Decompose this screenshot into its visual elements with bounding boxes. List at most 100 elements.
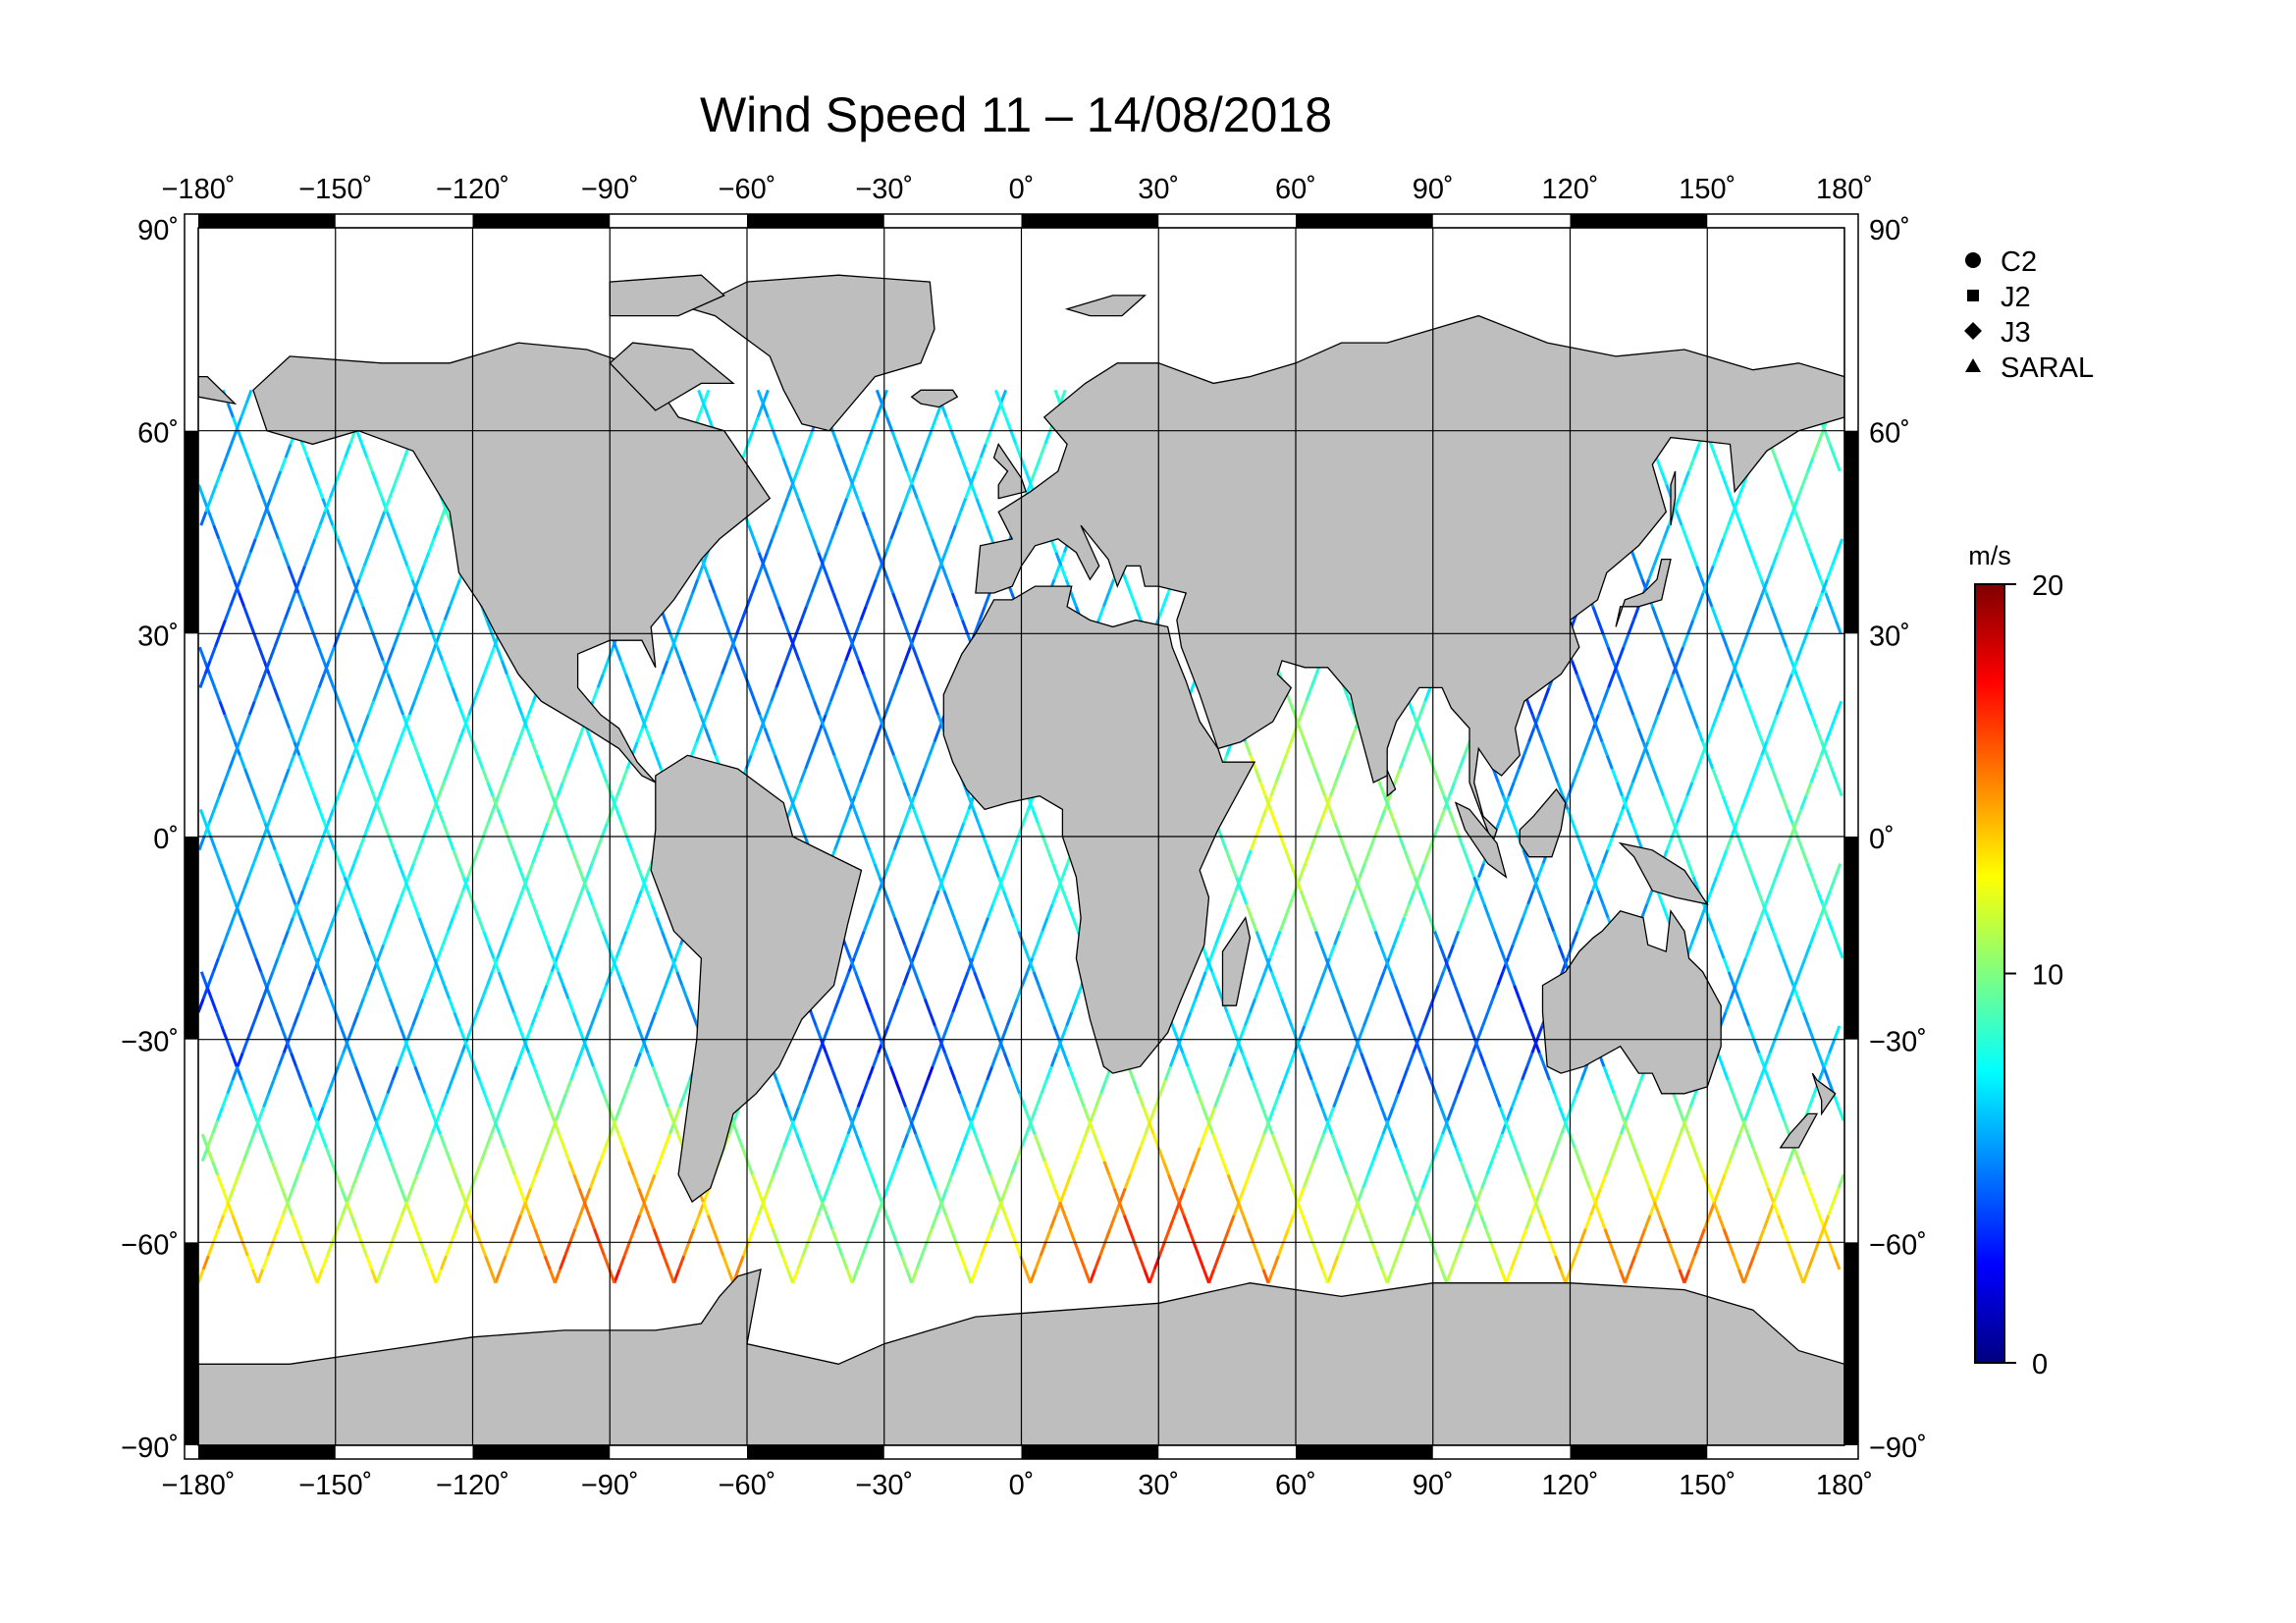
track-segment: [658, 1147, 667, 1163]
track-segment: [932, 890, 940, 905]
track-segment: [752, 538, 761, 554]
track-segment: [1539, 1173, 1548, 1189]
track-segment: [1452, 930, 1461, 946]
track-segment: [1319, 944, 1328, 959]
track-segment: [1034, 457, 1042, 472]
track-segment: [481, 768, 490, 784]
track-segment: [875, 1187, 883, 1203]
track-segment: [776, 1147, 785, 1163]
track-segment: [482, 660, 491, 676]
track-segment: [1377, 971, 1386, 987]
track-segment: [272, 686, 281, 702]
track-segment: [999, 389, 1008, 405]
track-segment: [1371, 1147, 1380, 1163]
track-segment: [647, 1215, 656, 1230]
track-segment: [586, 1052, 595, 1067]
track-segment: [1073, 1241, 1082, 1257]
track-segment: [1574, 1241, 1582, 1257]
track-segment: [1631, 714, 1640, 730]
track-segment: [1285, 1011, 1294, 1027]
track-segment: [398, 728, 406, 743]
track-segment: [260, 1133, 269, 1149]
track-segment: [1596, 700, 1605, 716]
track-segment: [535, 998, 544, 1013]
track-segment: [534, 1161, 543, 1175]
track-segment: [1314, 930, 1323, 946]
track-segment: [593, 1161, 602, 1175]
track-segment: [417, 565, 426, 580]
track-segment: [1504, 1269, 1513, 1284]
track-segment: [485, 1133, 494, 1149]
track-segment: [1450, 1255, 1459, 1271]
track-segment: [506, 836, 514, 851]
track-segment: [1493, 1093, 1502, 1109]
track-segment: [1349, 728, 1358, 743]
track-segment: [1432, 768, 1441, 784]
track-segment: [1769, 876, 1778, 892]
track-segment: [362, 552, 371, 567]
track-segment: [1315, 1255, 1324, 1271]
track-segment: [1408, 890, 1416, 905]
track-segment: [1505, 1107, 1514, 1121]
track-segment: [1661, 686, 1670, 702]
track-segment: [1536, 890, 1545, 905]
track-segment: [556, 808, 564, 824]
track-segment: [1300, 700, 1308, 716]
track-segment: [316, 484, 325, 500]
track-segment: [1658, 1173, 1667, 1189]
track-segment: [282, 552, 291, 567]
track-segment: [1156, 1147, 1165, 1163]
track-segment: [1618, 1269, 1627, 1284]
track-segment: [1688, 1093, 1697, 1109]
track-segment: [208, 646, 217, 662]
track-segment: [1671, 660, 1680, 676]
track-segment: [1765, 754, 1774, 770]
track-segment: [1147, 1119, 1155, 1135]
track-segment: [1814, 754, 1823, 770]
track-segment: [382, 930, 391, 946]
track-segment: [784, 646, 793, 662]
track-segment: [227, 917, 236, 932]
track-segment: [1338, 836, 1347, 851]
track-segment: [1816, 430, 1825, 445]
track-segment: [283, 714, 292, 730]
track-segment: [448, 998, 456, 1013]
track-segment: [1207, 1269, 1216, 1284]
track-segment: [1762, 1215, 1771, 1230]
track-segment: [244, 389, 253, 405]
track-segment: [1811, 1241, 1820, 1257]
track-segment: [438, 971, 447, 987]
track-segment: [1062, 1052, 1071, 1067]
track-segment: [1225, 1011, 1234, 1027]
track-segment: [491, 795, 500, 810]
track-segment: [1088, 1269, 1096, 1284]
track-segment: [926, 1065, 934, 1081]
lon-tick-label-top: −150˚: [298, 174, 372, 205]
track-segment: [1527, 1025, 1536, 1041]
landmass-alaska-peninsula-east: [198, 375, 238, 406]
track-segment: [1809, 768, 1818, 784]
track-segment: [667, 1107, 674, 1121]
track-segment: [242, 714, 251, 730]
track-segment: [1324, 957, 1333, 973]
track-segment: [205, 1147, 214, 1163]
track-segment: [1802, 1173, 1811, 1189]
track-segment: [274, 1011, 283, 1027]
track-segment: [1575, 674, 1584, 688]
track-segment: [587, 1215, 596, 1230]
track-segment: [1415, 1187, 1424, 1203]
track-segment: [1647, 1187, 1656, 1203]
track-segment: [687, 1228, 696, 1243]
track-segment: [365, 457, 374, 472]
track-segment: [1829, 606, 1838, 622]
track-segment: [934, 1025, 941, 1041]
track-segment: [796, 498, 805, 513]
track-segment: [865, 430, 874, 445]
track-segment: [1520, 1228, 1528, 1243]
track-segment: [1403, 741, 1412, 756]
track-segment: [434, 1269, 443, 1284]
track-segment: [1677, 646, 1684, 662]
track-segment: [1037, 985, 1045, 1000]
track-segment: [356, 592, 365, 608]
track-segment: [924, 1161, 933, 1175]
